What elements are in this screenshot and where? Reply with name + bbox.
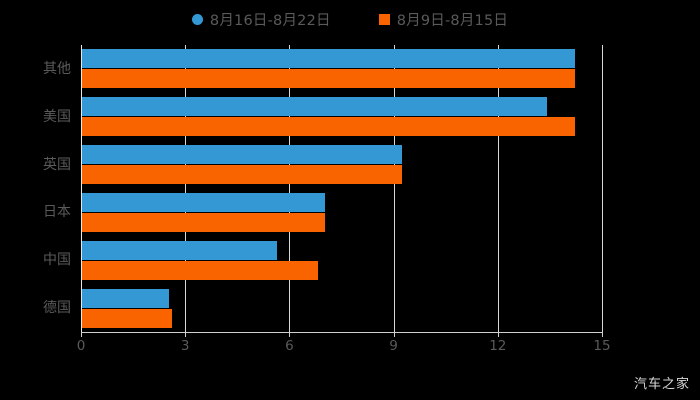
bar-group <box>82 49 603 89</box>
gridline <box>289 45 291 332</box>
legend-label: 8月9日-8月15日 <box>396 12 509 29</box>
bar[interactable] <box>82 117 576 137</box>
bar[interactable] <box>82 288 169 308</box>
x-axis-tick <box>393 332 395 337</box>
gridline <box>602 45 603 332</box>
watermark: 汽车之家 <box>633 377 690 392</box>
bar-group <box>82 97 603 137</box>
x-axis-tick-label: 6 <box>285 338 294 354</box>
bar[interactable] <box>82 69 576 89</box>
x-axis-tick-label: 12 <box>489 338 507 354</box>
x-axis-tick <box>81 332 82 337</box>
x-axis-tick-label: 3 <box>180 338 190 354</box>
x-axis-tick <box>602 332 603 337</box>
gridline <box>185 45 187 332</box>
x-axis-tick-label: 0 <box>76 338 86 354</box>
plot-area: 其他美国英国日本中国德国 <box>43 45 603 332</box>
bar[interactable] <box>82 145 402 165</box>
bar[interactable] <box>82 240 277 260</box>
legend-marker-square-icon <box>378 13 390 25</box>
y-axis-category-label: 美国 <box>43 108 71 125</box>
bar[interactable] <box>82 212 326 232</box>
y-axis-category-label: 其他 <box>43 60 71 77</box>
x-axis-tick <box>185 332 187 337</box>
bar-group <box>82 192 603 232</box>
gridline <box>497 45 499 332</box>
y-axis-category-label: 日本 <box>43 204 71 221</box>
bar-group <box>82 240 603 280</box>
gridline <box>393 45 395 332</box>
x-axis-tick-label: 9 <box>389 338 398 354</box>
bar[interactable] <box>82 260 319 280</box>
y-axis-category-label: 德国 <box>43 300 71 317</box>
bar[interactable] <box>82 192 326 212</box>
x-axis-tick <box>497 332 499 337</box>
x-axis-tick-label: 15 <box>593 338 611 354</box>
bar-group <box>82 288 603 328</box>
x-axis-line <box>81 332 603 333</box>
bar[interactable] <box>82 308 173 328</box>
x-axis-tick <box>289 332 291 337</box>
y-axis-category-label: 英国 <box>43 156 71 173</box>
bar[interactable] <box>82 97 548 117</box>
legend-marker-circle-icon <box>191 13 203 25</box>
y-axis-category-label: 中国 <box>43 252 71 269</box>
chart-legend: 8月16日-8月22日 8月9日-8月15日 <box>0 6 700 32</box>
legend-entry-0[interactable]: 8月16日-8月22日 <box>191 9 331 30</box>
legend-entry-1[interactable]: 8月9日-8月15日 <box>378 9 509 30</box>
bar[interactable] <box>82 165 402 185</box>
bar-group <box>82 145 603 185</box>
bar[interactable] <box>82 49 576 69</box>
y-axis-line <box>81 45 82 332</box>
legend-label: 8月16日-8月22日 <box>209 12 331 29</box>
